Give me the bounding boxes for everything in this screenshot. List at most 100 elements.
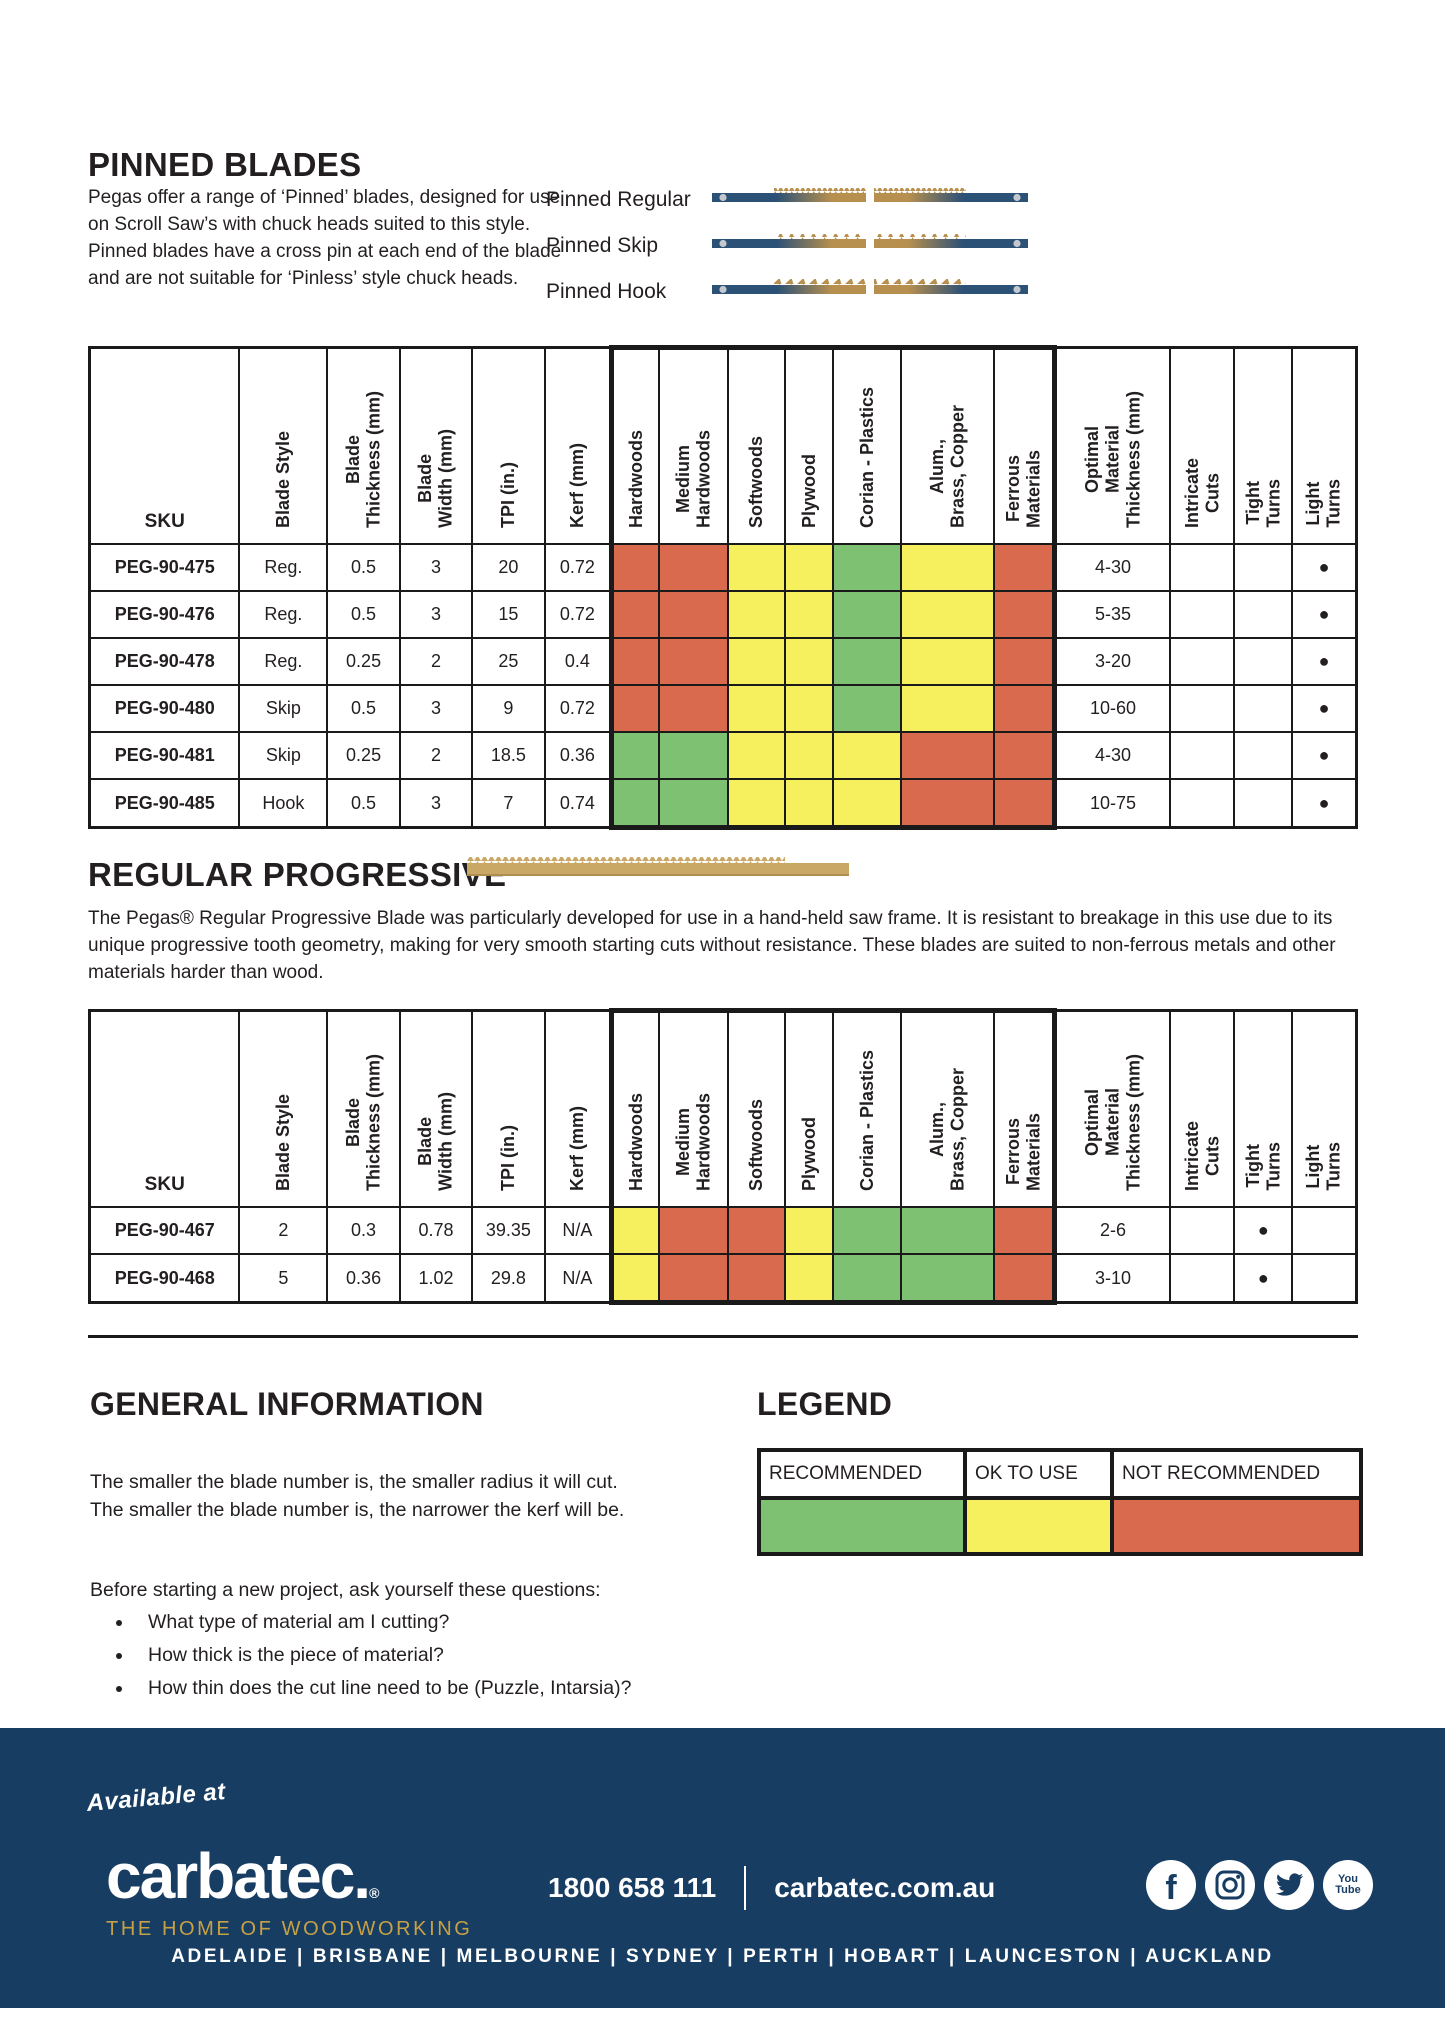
col-label: Plywood xyxy=(798,453,819,528)
rating-cell xyxy=(784,543,835,592)
light-cell: ● xyxy=(1291,543,1358,592)
rating-cell xyxy=(658,543,729,592)
contact-block: 1800 658 111 carbatec.com.au xyxy=(548,1866,995,1910)
tpi-cell: 25 xyxy=(471,637,546,686)
col-sku: SKU xyxy=(88,346,241,545)
legend-label-not-recommended: NOT RECOMMENDED xyxy=(1110,1448,1363,1500)
intricate-cell xyxy=(1169,543,1236,592)
col-label: Intricate Cuts xyxy=(1181,457,1223,528)
light-cell: ● xyxy=(1291,590,1358,639)
legend-swatch-recommended xyxy=(757,1496,967,1556)
rating-cell xyxy=(784,684,835,733)
tpi-cell: 29.8 xyxy=(471,1253,546,1304)
table-row: PEG-90-478 Reg. 0.25 2 25 0.4 3-20 ● xyxy=(88,637,1358,686)
rating-cell xyxy=(900,637,996,686)
col-kerf: Kerf (mm) xyxy=(543,1009,613,1208)
rating-cell xyxy=(900,1206,996,1255)
col-label: Light Turns xyxy=(1303,479,1345,528)
rating-cell xyxy=(832,543,903,592)
width-cell: 3 xyxy=(398,684,474,733)
table-row: PEG-90-467 2 0.3 0.78 39.35 N/A 2-6 ● xyxy=(88,1206,1358,1255)
col-label: Ferrous Materials xyxy=(1002,449,1044,528)
rating-cell xyxy=(609,731,661,780)
tpi-cell: 9 xyxy=(471,684,546,733)
col-label: Alum., Brass, Copper xyxy=(927,1067,968,1191)
style-cell: Skip xyxy=(238,731,329,780)
rating-cell xyxy=(900,543,996,592)
col-label: Hardwoods xyxy=(625,1092,646,1191)
col-alum-brass-copper: Alum., Brass, Copper xyxy=(900,1008,996,1208)
style-cell: 5 xyxy=(238,1253,329,1304)
rating-cell xyxy=(726,684,787,733)
col-label: Alum., Brass, Copper xyxy=(927,404,968,528)
style-cell: Reg. xyxy=(238,590,329,639)
intricate-cell xyxy=(1169,1253,1236,1304)
rating-cell xyxy=(609,1206,661,1255)
instagram-icon xyxy=(1205,1860,1255,1910)
rating-cell xyxy=(900,684,996,733)
rating-cell xyxy=(832,1253,903,1305)
col-label: Medium Hardwoods xyxy=(672,1092,714,1191)
light-cell: ● xyxy=(1291,637,1358,686)
pinned-blades-title: PINNED BLADES xyxy=(88,146,362,183)
col-label: Corian - Plastics xyxy=(856,386,877,528)
tpi-cell: 39.35 xyxy=(471,1206,546,1255)
col-optimal-thickness: Optimal Material Thickness (mm) xyxy=(1053,346,1172,545)
regular-progressive-intro: The Pegas® Regular Progressive Blade was… xyxy=(88,908,1336,983)
table-row: PEG-90-481 Skip 0.25 2 18.5 0.36 4-30 ● xyxy=(88,731,1358,780)
style-cell: 2 xyxy=(238,1206,329,1255)
rating-cell xyxy=(658,731,729,780)
col-softwoods: Softwoods xyxy=(726,345,787,545)
kerf-cell: N/A xyxy=(543,1253,613,1304)
sku-cell: PEG-90-485 xyxy=(88,778,241,829)
blade-label-regular: Pinned Regular xyxy=(546,188,691,211)
thickness-cell: 0.5 xyxy=(326,778,401,829)
tight-cell xyxy=(1233,637,1294,686)
col-blade-thickness: Blade Thickness (mm) xyxy=(326,1009,401,1208)
kerf-cell: 0.36 xyxy=(543,731,613,780)
col-tight-turns: Tight Turns xyxy=(1233,346,1294,545)
bullet-item: What type of material am I cutting? xyxy=(134,1606,631,1639)
general-info-bullet-list: What type of material am I cutting? How … xyxy=(90,1606,631,1705)
rating-cell xyxy=(609,637,661,686)
col-label: Blade Width (mm) xyxy=(415,1092,456,1191)
section-divider xyxy=(88,1335,1358,1338)
legend-label-row: RECOMMENDED OK TO USE NOT RECOMMENDED xyxy=(757,1448,1363,1500)
regular-progressive-blade-image xyxy=(467,857,849,876)
col-tight-turns: Tight Turns xyxy=(1233,1009,1294,1208)
tpi-cell: 20 xyxy=(471,543,546,592)
style-cell: Skip xyxy=(238,684,329,733)
tight-cell xyxy=(1233,731,1294,780)
rating-cell xyxy=(832,637,903,686)
col-plywood: Plywood xyxy=(784,345,835,545)
general-info-questions-intro: Before starting a new project, ask yours… xyxy=(90,1579,601,1601)
rating-cell xyxy=(993,637,1057,686)
col-label: TPI (in.) xyxy=(498,1125,518,1191)
optimal-cell: 5-35 xyxy=(1053,590,1172,639)
rating-cell xyxy=(900,590,996,639)
optimal-cell: 10-60 xyxy=(1053,684,1172,733)
tight-cell xyxy=(1233,590,1294,639)
footer: Available at carbatec.® THE HOME OF WOOD… xyxy=(0,1728,1445,2008)
col-tpi: TPI (in.) xyxy=(471,346,546,545)
rating-cell xyxy=(658,1253,729,1305)
col-optimal-thickness: Optimal Material Thickness (mm) xyxy=(1053,1009,1172,1208)
thickness-cell: 0.36 xyxy=(326,1253,401,1304)
width-cell: 1.02 xyxy=(398,1253,474,1304)
col-label: Blade Width (mm) xyxy=(415,429,456,528)
col-intricate-cuts: Intricate Cuts xyxy=(1169,346,1236,545)
optimal-cell: 4-30 xyxy=(1053,731,1172,780)
rating-cell xyxy=(993,1253,1057,1305)
col-label: Corian - Plastics xyxy=(856,1049,877,1191)
col-corian-plastics: Corian - Plastics xyxy=(832,345,903,545)
legend-label-recommended: RECOMMENDED xyxy=(757,1448,967,1500)
light-cell: ● xyxy=(1291,731,1358,780)
rating-cell xyxy=(609,590,661,639)
rating-cell xyxy=(784,637,835,686)
rating-cell xyxy=(784,1206,835,1255)
tight-cell xyxy=(1233,778,1294,829)
width-cell: 3 xyxy=(398,590,474,639)
col-kerf: Kerf (mm) xyxy=(543,346,613,545)
legend-swatch-row xyxy=(757,1496,1363,1556)
